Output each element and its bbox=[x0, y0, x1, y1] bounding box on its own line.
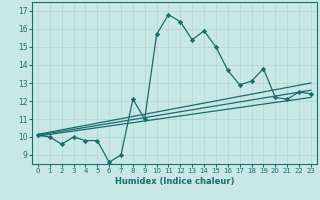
X-axis label: Humidex (Indice chaleur): Humidex (Indice chaleur) bbox=[115, 177, 234, 186]
